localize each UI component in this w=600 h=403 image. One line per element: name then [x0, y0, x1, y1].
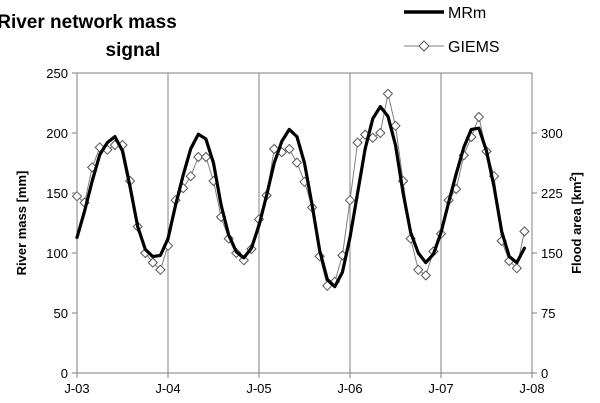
y-tick-label-4: 200: [46, 126, 68, 141]
y-axis-right-title-end: ]: [569, 172, 584, 176]
giems-point-45: [413, 264, 424, 276]
giems-point-40: [375, 127, 386, 139]
x-tick-label-0: J-03: [64, 381, 89, 396]
y-axis-right-title-sup: 2: [568, 176, 578, 181]
giems-point-58: [511, 262, 523, 274]
legend-giems-label: GIEMS: [448, 39, 500, 56]
giems-point-46: [420, 270, 432, 281]
y2-tick-label-0: 0: [541, 366, 548, 381]
y2-tick-label-3: 225: [541, 186, 563, 201]
giems-point-26: [268, 143, 280, 155]
y2-tick-label-1: 75: [541, 306, 555, 321]
giems-point-59: [519, 226, 530, 237]
y-tick-label-2: 100: [46, 246, 68, 261]
giems-point-41: [382, 88, 394, 100]
y-axis-right-title-main: Flood area [km: [569, 181, 584, 273]
x-tick-label-5: J-08: [519, 381, 544, 396]
giems-point-42: [390, 120, 401, 132]
y-tick-label-0: 0: [61, 366, 68, 381]
y-tick-label-1: 50: [54, 306, 68, 321]
x-axis: J-03 J-04 J-05 J-06 J-07 J-08: [64, 373, 545, 396]
x-tick-label-3: J-06: [337, 381, 362, 396]
y-axis-right-title: Flood area [km2]: [568, 172, 584, 274]
x-tick-label-2: J-05: [246, 381, 271, 396]
giems-point-53: [473, 111, 485, 123]
giems-point-36: [344, 194, 356, 206]
chart-title-line-1: River network mass: [0, 12, 177, 33]
x-tick-label-4: J-07: [428, 381, 453, 396]
y-tick-label-3: 150: [46, 186, 68, 201]
grid-lines: [76, 73, 533, 373]
x-tick-label-1: J-04: [155, 381, 180, 396]
y-axis-left: 0 50 100 150 200 250: [46, 66, 77, 381]
chart-title-line-2: signal: [106, 40, 161, 61]
legend: MRm GIEMS: [404, 5, 500, 56]
giems-point-10: [147, 257, 159, 268]
legend-giems-swatch-marker: [418, 40, 430, 52]
giems-point-22: [238, 254, 250, 266]
y-axis-right: 0 75 150 225 300: [532, 126, 563, 381]
giems-point-0: [71, 190, 83, 202]
giems-point-15: [185, 170, 196, 182]
chart-title: River network mass signal: [0, 12, 177, 61]
legend-mrm-label: MRm: [448, 5, 486, 22]
giems-point-37: [352, 137, 363, 148]
y-tick-label-5: 250: [46, 66, 68, 81]
plot-area: [76, 72, 533, 374]
giems-point-28: [284, 143, 295, 155]
y2-tick-label-2: 150: [541, 246, 563, 261]
giems-point-29: [291, 157, 303, 168]
giems-point-16: [193, 151, 204, 163]
series-mrm-line: [75, 104, 527, 289]
y2-tick-label-4: 300: [541, 126, 563, 141]
giems-point-11: [155, 264, 166, 276]
series-giems: [71, 88, 530, 292]
giems-point-17: [200, 151, 212, 163]
series-mrm: [75, 104, 527, 289]
y-axis-left-title: River mass [mm]: [14, 171, 29, 276]
